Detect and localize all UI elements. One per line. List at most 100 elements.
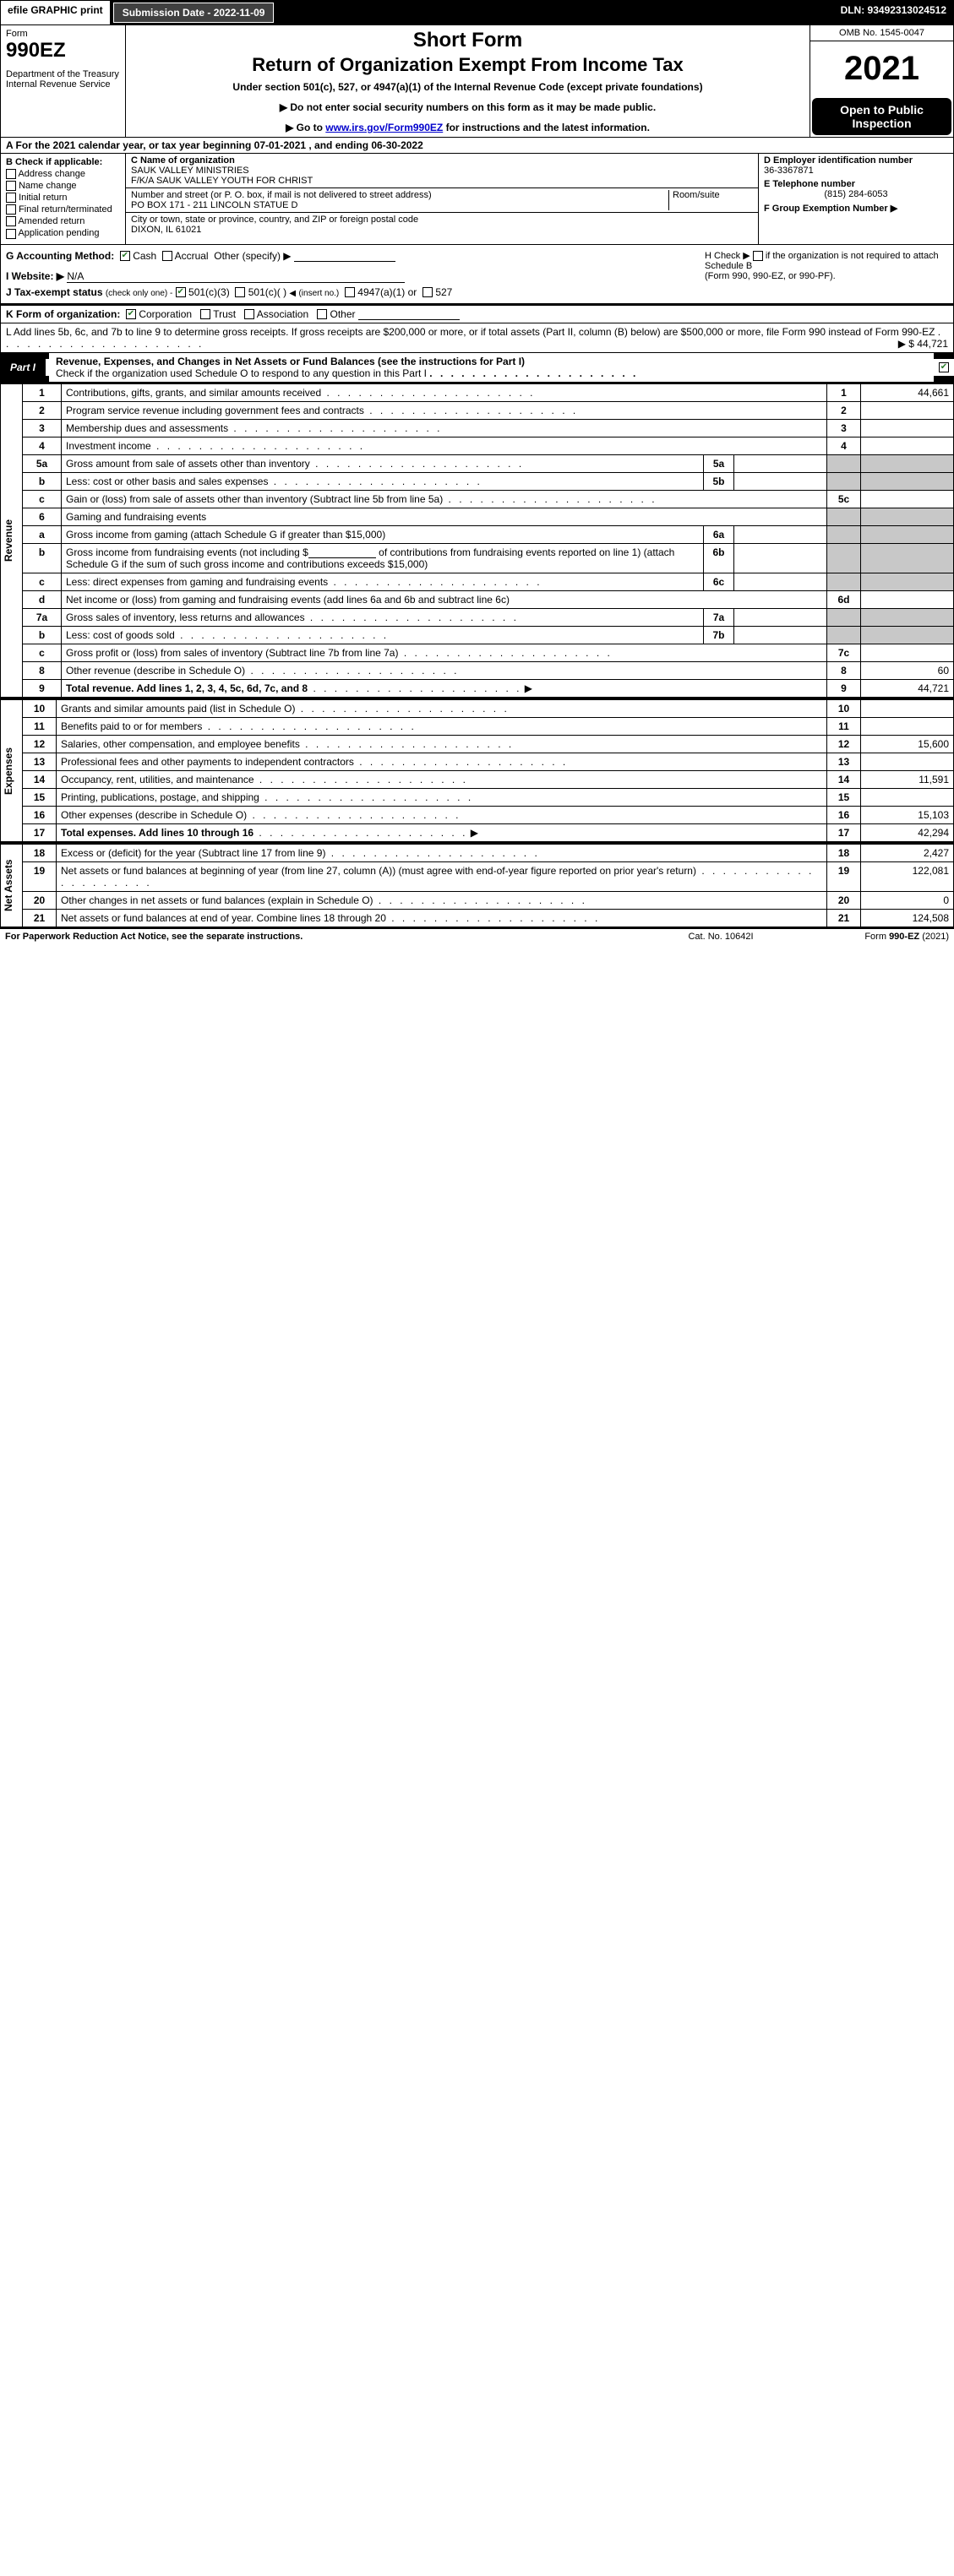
revenue-section: Revenue 1Contributions, gifts, grants, a…: [0, 382, 954, 698]
section-gh: G Accounting Method: Cash Accrual Other …: [0, 244, 954, 304]
dln-label: DLN: 93492313024512: [834, 1, 953, 24]
line-12: 12Salaries, other compensation, and empl…: [23, 735, 954, 753]
chk-other-org[interactable]: [317, 309, 327, 319]
title-short-form: Short Form: [133, 29, 803, 52]
submission-date-button[interactable]: Submission Date - 2022-11-09: [113, 3, 275, 23]
l-amount: ▶ $ 44,721: [898, 338, 948, 350]
h-text2: (Form 990, 990-EZ, or 990-PF).: [705, 271, 836, 281]
chk-trust[interactable]: [200, 309, 210, 319]
subtitle: Under section 501(c), 527, or 4947(a)(1)…: [133, 81, 803, 93]
k-assoc: Association: [257, 308, 308, 320]
line-4: 4Investment income4: [23, 437, 954, 454]
line-6: 6Gaming and fundraising events: [23, 508, 954, 525]
chk-501c[interactable]: [235, 287, 245, 297]
contrib-input[interactable]: [308, 546, 376, 558]
chk-assoc[interactable]: [244, 309, 254, 319]
tax-year: 2021: [810, 41, 953, 96]
line-7a: 7aGross sales of inventory, less returns…: [23, 608, 954, 626]
row-a-tax-year: A For the 2021 calendar year, or tax yea…: [0, 138, 954, 154]
instruction-1: ▶ Do not enter social security numbers o…: [133, 101, 803, 113]
part1-title-wrap: Revenue, Expenses, and Changes in Net As…: [49, 353, 934, 382]
g-accrual: Accrual: [175, 250, 209, 262]
chk-accrual[interactable]: [162, 251, 172, 261]
chk-4947[interactable]: [345, 287, 355, 297]
j-501c3: 501(c)(3): [188, 286, 230, 298]
col-b-checkboxes: B Check if applicable: Address change Na…: [1, 154, 126, 244]
chk-name-change[interactable]: Name change: [6, 181, 120, 191]
chk-initial-return[interactable]: Initial return: [6, 193, 120, 203]
chk-corp[interactable]: [126, 309, 136, 319]
line-2: 2Program service revenue including gover…: [23, 401, 954, 419]
k-other: Other: [330, 308, 356, 320]
part1-check-text: Check if the organization used Schedule …: [56, 367, 427, 379]
chk-amended-return[interactable]: Amended return: [6, 216, 120, 226]
l-text: L Add lines 5b, 6c, and 7b to line 9 to …: [6, 326, 935, 338]
revenue-table: 1Contributions, gifts, grants, and simil…: [22, 383, 954, 698]
g-other-input[interactable]: [294, 250, 395, 262]
expenses-table: 10Grants and similar amounts paid (list …: [22, 699, 954, 842]
line-7c: cGross profit or (loss) from sales of in…: [23, 644, 954, 661]
g-label: G Accounting Method:: [6, 250, 114, 262]
chk-part1-schedule-o[interactable]: [939, 362, 949, 372]
top-bar: efile GRAPHIC print Submission Date - 20…: [0, 0, 954, 25]
tel-value: (815) 284-6053: [764, 189, 948, 199]
chk-address-change[interactable]: Address change: [6, 169, 120, 179]
page-footer: For Paperwork Reduction Act Notice, see …: [0, 927, 954, 944]
line-19: 19Net assets or fund balances at beginni…: [23, 861, 954, 891]
col-b-header: B Check if applicable:: [6, 157, 120, 167]
k-trust: Trust: [213, 308, 236, 320]
chk-application-pending[interactable]: Application pending: [6, 228, 120, 238]
group-exemption-label: F Group Exemption Number ▶: [764, 204, 897, 214]
omb-number: OMB No. 1545-0047: [810, 25, 953, 41]
tel-label: E Telephone number: [764, 179, 855, 189]
line-5b: bLess: cost or other basis and sales exp…: [23, 472, 954, 490]
line-21: 21Net assets or fund balances at end of …: [23, 909, 954, 927]
line-7b: bLess: cost of goods sold7b: [23, 626, 954, 644]
header-center: Short Form Return of Organization Exempt…: [126, 25, 810, 137]
c-name-label: C Name of organization: [131, 155, 235, 166]
row-l: L Add lines 5b, 6c, and 7b to line 9 to …: [0, 323, 954, 353]
line-5a: 5aGross amount from sale of assets other…: [23, 454, 954, 472]
efile-print-button[interactable]: efile GRAPHIC print: [1, 1, 112, 24]
line-1: 1Contributions, gifts, grants, and simil…: [23, 383, 954, 401]
org-name-2: F/K/A SAUK VALLEY YOUTH FOR CHRIST: [131, 176, 313, 186]
open-to-public: Open to Public Inspection: [812, 98, 951, 135]
irs-link[interactable]: www.irs.gov/Form990EZ: [325, 122, 443, 133]
netassets-section: Net Assets 18Excess or (deficit) for the…: [0, 842, 954, 927]
part1-title: Revenue, Expenses, and Changes in Net As…: [56, 356, 525, 367]
ein-value: 36-3367871: [764, 166, 814, 176]
instr2-post: for instructions and the latest informat…: [443, 122, 650, 133]
j-501c: 501(c)( ): [248, 286, 286, 298]
row-j: J Tax-exempt status (check only one) - 5…: [6, 286, 695, 298]
chk-h[interactable]: [753, 251, 763, 261]
j-insert-hint: (insert no.): [298, 289, 339, 298]
chk-527[interactable]: [422, 287, 433, 297]
revenue-vlabel: Revenue: [0, 383, 22, 698]
line-10: 10Grants and similar amounts paid (list …: [23, 699, 954, 717]
netassets-table: 18Excess or (deficit) for the year (Subt…: [22, 844, 954, 927]
line-13: 13Professional fees and other payments t…: [23, 753, 954, 770]
chk-501c3[interactable]: [176, 287, 186, 297]
instruction-2: ▶ Go to www.irs.gov/Form990EZ for instru…: [133, 122, 803, 133]
title-return: Return of Organization Exempt From Incom…: [133, 54, 803, 76]
row-g: G Accounting Method: Cash Accrual Other …: [6, 250, 695, 262]
website-value: N/A: [67, 270, 405, 283]
chk-final-return[interactable]: Final return/terminated: [6, 204, 120, 215]
k-label: K Form of organization:: [6, 308, 120, 320]
expenses-vlabel: Expenses: [0, 699, 22, 842]
ein-label: D Employer identification number: [764, 155, 913, 166]
footer-center: Cat. No. 10642I: [645, 932, 797, 942]
chk-cash[interactable]: [120, 251, 130, 261]
k-other-input[interactable]: [358, 308, 460, 320]
form-number: 990EZ: [6, 39, 120, 62]
footer-left: For Paperwork Reduction Act Notice, see …: [5, 932, 645, 942]
line-20: 20Other changes in net assets or fund ba…: [23, 891, 954, 909]
g-cash: Cash: [133, 250, 156, 262]
room-label: Room/suite: [673, 190, 720, 200]
line-5c: cGain or (loss) from sale of assets othe…: [23, 490, 954, 508]
part1-checkbox-cell: [934, 359, 954, 376]
org-city: DIXON, IL 61021: [131, 225, 201, 235]
footer-right: Form 990-EZ (2021): [797, 932, 949, 942]
line-6b: bGross income from fundraising events (n…: [23, 543, 954, 573]
header-right: OMB No. 1545-0047 2021 Open to Public In…: [810, 25, 953, 137]
